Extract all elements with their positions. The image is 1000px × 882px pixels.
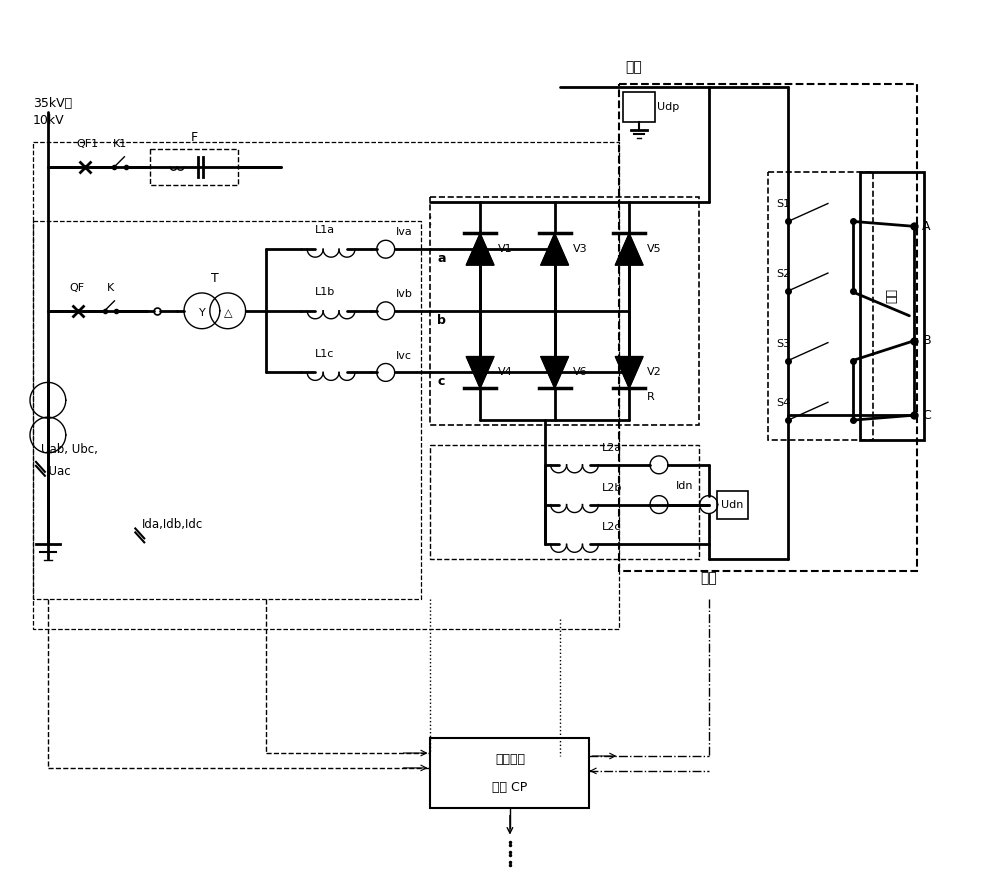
Text: B: B [922,334,931,348]
Polygon shape [466,234,494,265]
Text: L1b: L1b [315,287,335,297]
Polygon shape [615,234,643,265]
Text: Ivc: Ivc [396,350,412,361]
Text: QF1: QF1 [77,138,99,149]
Polygon shape [541,234,569,265]
Text: L2c: L2c [602,522,622,533]
Text: S2: S2 [776,269,790,279]
Text: V5: V5 [647,244,662,254]
Text: 系统 CP: 系统 CP [492,781,528,795]
Text: S3: S3 [776,339,790,348]
Text: A: A [922,220,931,233]
Text: Iva: Iva [396,228,412,237]
Text: 负极: 负极 [700,572,717,585]
Text: Uac: Uac [41,466,71,478]
Text: Ida,Idb,Idc: Ida,Idb,Idc [142,518,204,531]
Text: V1: V1 [498,244,513,254]
Text: S4: S4 [776,398,790,408]
Text: c: c [437,376,445,388]
Polygon shape [541,356,569,388]
Text: V3: V3 [573,244,587,254]
Text: C: C [922,408,931,422]
Text: L1a: L1a [315,225,335,235]
Text: V4: V4 [498,368,513,377]
Text: 10kV: 10kV [33,114,65,127]
Text: Udp: Udp [657,102,679,112]
Text: V2: V2 [647,368,662,377]
Text: a: a [437,252,446,265]
Text: L2a: L2a [602,443,623,453]
Text: V6: V6 [573,368,587,377]
Text: 控制保护: 控制保护 [495,753,525,766]
Text: 正极: 正极 [626,60,643,74]
Text: R: R [647,392,655,402]
Text: 导线: 导线 [886,288,899,303]
Polygon shape [615,356,643,388]
Text: T: T [211,272,219,285]
Text: Udn: Udn [721,499,744,510]
Text: Uab, Ubc,: Uab, Ubc, [41,444,98,457]
Text: K1: K1 [113,138,128,149]
Text: b: b [437,314,446,327]
Text: △: △ [223,308,232,318]
Text: F: F [190,131,198,144]
Text: QF: QF [70,283,85,293]
Text: K: K [107,283,114,293]
Text: 35kV或: 35kV或 [33,97,72,110]
Text: Ivb: Ivb [396,289,413,299]
Text: L2b: L2b [602,482,623,493]
Text: Idn: Idn [676,481,694,490]
Text: S1: S1 [776,199,790,209]
Text: Y: Y [199,308,205,318]
Text: L1c: L1c [315,348,335,358]
Polygon shape [466,356,494,388]
